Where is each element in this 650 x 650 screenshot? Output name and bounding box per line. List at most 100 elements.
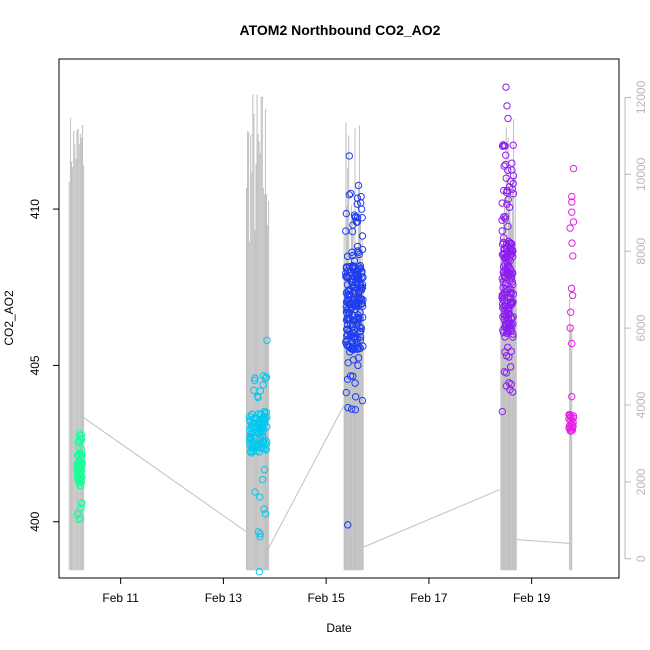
data-point — [500, 368, 509, 376]
data-point — [500, 162, 508, 170]
data-point — [503, 286, 512, 294]
data-point — [357, 327, 365, 335]
data-point — [498, 240, 507, 249]
data-point — [75, 452, 83, 461]
data-point — [348, 320, 357, 328]
data-point — [354, 318, 362, 327]
y2-tick-label: 4000 — [634, 391, 648, 418]
data-point — [501, 160, 510, 169]
data-point — [73, 451, 82, 459]
data-point — [569, 218, 578, 226]
data-point — [508, 159, 516, 167]
data-point — [256, 493, 264, 501]
data-point — [342, 308, 351, 316]
data-point — [350, 211, 359, 219]
data-point — [358, 232, 367, 240]
data-point — [566, 224, 574, 232]
data-point — [259, 444, 268, 452]
data-point — [507, 347, 515, 356]
data-point — [507, 314, 515, 323]
y2-tick-label: 12000 — [634, 80, 648, 114]
data-point — [344, 521, 352, 529]
data-points — [73, 83, 578, 576]
secondary-line-segment — [362, 489, 501, 548]
data-point — [358, 313, 367, 322]
data-point — [507, 177, 515, 186]
data-point — [345, 297, 353, 305]
data-point — [353, 247, 362, 255]
secondary-y-axis: 0 2000 4000 6000 8000 10000 12000 — [624, 80, 648, 562]
y2-tick-label: 2000 — [634, 468, 648, 495]
data-point — [255, 423, 263, 432]
data-point — [502, 83, 510, 91]
data-point — [509, 141, 517, 149]
data-point — [505, 272, 513, 280]
data-point — [74, 465, 83, 473]
y-tick-label: 410 — [28, 199, 42, 219]
y2-tick-label: 10000 — [634, 157, 648, 191]
data-point — [568, 208, 576, 216]
data-point — [568, 291, 577, 300]
data-point — [353, 299, 361, 307]
data-point — [569, 164, 578, 173]
data-point — [356, 323, 364, 331]
data-point — [509, 171, 518, 180]
data-point — [507, 380, 515, 388]
data-point — [500, 244, 509, 253]
data-point — [344, 273, 352, 282]
data-point — [503, 251, 512, 260]
data-point — [509, 280, 517, 289]
data-point — [508, 299, 516, 308]
data-point — [499, 295, 507, 304]
secondary-line-series — [68, 94, 573, 571]
data-point — [507, 266, 515, 275]
data-point — [246, 417, 254, 425]
data-point — [256, 530, 264, 538]
data-point — [507, 326, 516, 334]
data-point — [345, 327, 353, 336]
data-point — [568, 339, 576, 348]
data-point — [505, 262, 513, 270]
data-point — [344, 403, 352, 412]
data-point — [352, 218, 361, 226]
data-point — [501, 215, 509, 223]
data-point — [354, 248, 363, 257]
data-point — [77, 478, 86, 486]
data-point — [351, 393, 360, 401]
data-point — [498, 407, 506, 416]
data-point — [356, 264, 365, 273]
data-point — [502, 313, 511, 321]
data-point — [348, 278, 357, 286]
data-point — [343, 337, 351, 346]
data-point — [251, 488, 259, 496]
data-point — [76, 464, 85, 473]
x-tick-label: Feb 11 — [102, 591, 139, 605]
data-point — [76, 482, 85, 490]
data-point — [260, 372, 268, 380]
data-point — [254, 528, 262, 536]
y-axis-label: CO2_AO2 — [2, 290, 16, 346]
data-point — [567, 412, 575, 421]
data-point — [509, 189, 518, 198]
data-point — [504, 114, 512, 123]
data-point — [503, 102, 511, 110]
data-point — [505, 237, 513, 246]
data-point — [258, 415, 267, 424]
data-point — [500, 142, 508, 150]
data-point — [350, 335, 359, 343]
data-point — [509, 330, 517, 338]
data-point — [354, 354, 363, 362]
data-point — [354, 271, 362, 280]
data-point — [259, 381, 268, 389]
data-point — [354, 181, 363, 190]
data-point — [344, 295, 352, 304]
data-point — [358, 273, 366, 281]
data-point — [78, 499, 86, 507]
data-point — [566, 411, 574, 420]
data-point — [256, 533, 264, 541]
data-point — [253, 428, 261, 437]
data-point — [504, 222, 512, 231]
data-point — [505, 301, 514, 310]
x-tick-label: Feb 13 — [205, 591, 243, 605]
